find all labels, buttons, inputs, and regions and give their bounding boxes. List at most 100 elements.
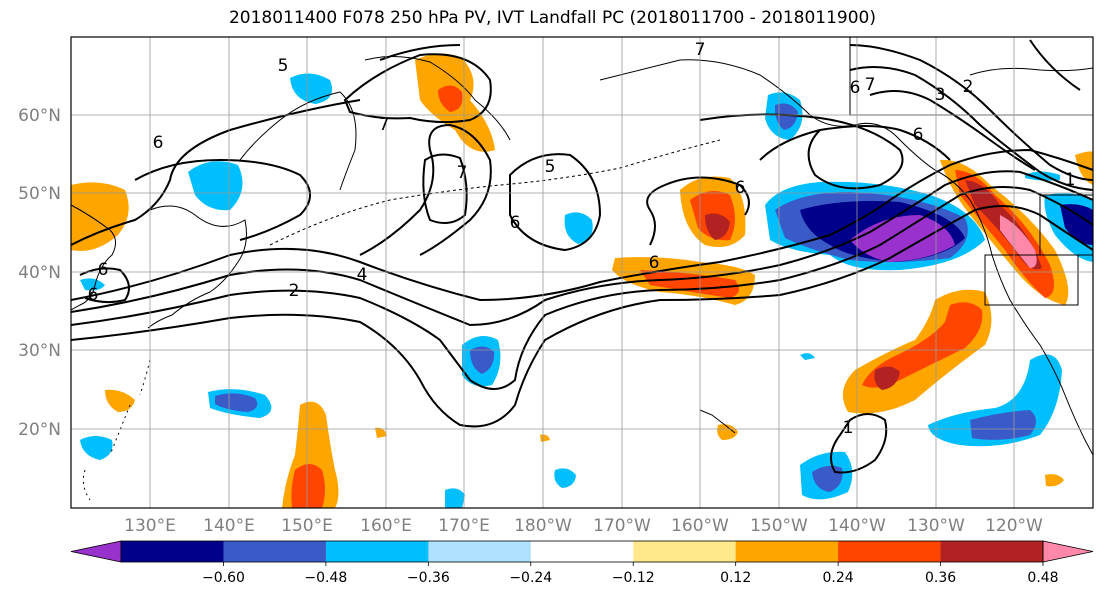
shaded-anomalies bbox=[71, 53, 1093, 508]
colorbar-tick-label: 0.36 bbox=[925, 570, 956, 586]
longitude-label: 150°W bbox=[750, 516, 808, 536]
colorbar bbox=[70, 540, 1094, 563]
contour-label: 1 bbox=[843, 418, 854, 438]
pos-anomaly-region bbox=[705, 213, 730, 240]
pos-anomaly-region bbox=[1045, 474, 1064, 487]
pos-anomaly-region bbox=[291, 464, 325, 508]
pos-anomaly-region bbox=[874, 366, 900, 390]
latitude-label: 30°N bbox=[18, 341, 61, 361]
neg-anomaly-region bbox=[774, 103, 798, 130]
contour-line bbox=[71, 148, 1093, 302]
contour-line bbox=[849, 44, 1093, 181]
contour-label: 5 bbox=[278, 56, 289, 76]
coastline-siberia bbox=[239, 91, 357, 191]
coastlines bbox=[71, 55, 1093, 501]
pv-contours bbox=[71, 39, 1093, 474]
colorbar-segment bbox=[940, 541, 1044, 562]
coastline-north-america bbox=[934, 169, 1093, 456]
pos-anomaly-region bbox=[105, 389, 135, 412]
longitude-label: 130°W bbox=[907, 516, 965, 536]
contour-label: 4 bbox=[357, 265, 368, 285]
colorbar-tick-label: 0.12 bbox=[720, 570, 751, 586]
neg-anomaly-region bbox=[80, 436, 113, 460]
pos-anomaly-region bbox=[862, 302, 983, 388]
latitude-label: 40°N bbox=[18, 263, 61, 283]
contour-label: 6 bbox=[913, 125, 924, 145]
contour-label: 5 bbox=[545, 157, 556, 177]
pos-anomaly-region bbox=[438, 85, 463, 112]
contour-line bbox=[343, 53, 492, 124]
latitude-label: 20°N bbox=[18, 420, 61, 440]
colorbar-tick-label: −0.60 bbox=[202, 570, 245, 586]
colorbar-tick-label: 0.48 bbox=[1027, 570, 1058, 586]
coastline-korea-japan bbox=[147, 205, 247, 329]
pos-anomaly-region bbox=[71, 182, 129, 251]
colorbar-segment bbox=[121, 541, 224, 562]
neg-anomaly-region bbox=[470, 346, 495, 374]
colorbar-segment bbox=[325, 541, 429, 562]
contour-line bbox=[79, 267, 130, 304]
colorbar-frame bbox=[120, 540, 1044, 563]
longitude-label: 120°W bbox=[985, 516, 1043, 536]
neg-anomaly-region bbox=[564, 212, 593, 244]
contour-line bbox=[759, 125, 951, 161]
neg-anomaly-region bbox=[1060, 204, 1093, 245]
contour-label: 7 bbox=[695, 40, 706, 60]
coastline-alaska bbox=[599, 59, 936, 171]
contour-label: 7 bbox=[865, 75, 876, 95]
contour-label: 6 bbox=[510, 213, 521, 233]
contour-line bbox=[359, 123, 492, 256]
colorbar-tick-label: −0.48 bbox=[304, 570, 347, 586]
contour-line bbox=[1029, 39, 1081, 91]
coastline-islands bbox=[82, 359, 151, 501]
contour-line bbox=[71, 186, 1093, 390]
map-title: 2018011400 F078 250 hPa PV, IVT Landfall… bbox=[228, 8, 876, 28]
latitude-label: 50°N bbox=[18, 184, 61, 204]
contour-label: 6 bbox=[88, 285, 99, 305]
pos-anomaly-region bbox=[717, 424, 738, 440]
contour-label: 6 bbox=[98, 260, 109, 280]
contour-line bbox=[379, 44, 461, 61]
contour-line bbox=[71, 170, 1093, 327]
colorbar-segment bbox=[633, 541, 737, 562]
contour-label: 1 bbox=[1065, 170, 1076, 190]
colorbar-segment bbox=[530, 541, 634, 562]
colorbar-extend-min bbox=[70, 540, 122, 563]
colorbar-tick-label: 0.24 bbox=[823, 570, 854, 586]
pos-anomaly-region bbox=[1075, 151, 1093, 185]
longitude-label: 180°W bbox=[514, 516, 572, 536]
neg-anomaly-region bbox=[554, 468, 576, 488]
contour-label: 2 bbox=[289, 281, 300, 301]
contour-label: 3 bbox=[935, 85, 946, 105]
contour-label: 6 bbox=[850, 78, 861, 98]
longitude-label: 160°E bbox=[360, 516, 412, 536]
colorbar-extend-max bbox=[1042, 540, 1094, 563]
contour-label: 6 bbox=[649, 253, 660, 273]
longitude-label: 170°W bbox=[593, 516, 651, 536]
contour-line bbox=[830, 413, 888, 474]
longitude-label: 140°E bbox=[203, 516, 255, 536]
neg-anomaly-region bbox=[290, 73, 333, 104]
longitude-label: 140°W bbox=[828, 516, 886, 536]
colorbar-tick-label: −0.24 bbox=[509, 570, 552, 586]
longitude-label: 130°E bbox=[124, 516, 176, 536]
longitude-label: 160°W bbox=[671, 516, 729, 536]
contour-line bbox=[422, 153, 468, 225]
longitude-labels: 130°E 140°E 150°E 160°E 170°E 180°W 170°W 160°W… bbox=[124, 516, 1043, 536]
contour-label: 2 bbox=[963, 77, 974, 97]
colorbar-tick-label: −0.12 bbox=[612, 570, 655, 586]
colorbar-segment bbox=[838, 541, 942, 562]
contour-line bbox=[71, 205, 1093, 428]
contour-label: 6 bbox=[153, 133, 164, 153]
latitude-labels: 60°N 50°N 40°N 30°N 20°N bbox=[18, 106, 61, 440]
neg-anomaly-region bbox=[800, 353, 815, 360]
neg-anomaly-region bbox=[215, 393, 258, 412]
landfall-box bbox=[984, 254, 1079, 306]
coastline-canada bbox=[969, 67, 1093, 76]
contour-line bbox=[134, 158, 311, 241]
latitude-label: 60°N bbox=[18, 106, 61, 126]
pos-anomaly-region bbox=[640, 270, 739, 298]
colorbar-ticks: −0.60 −0.48 −0.36 −0.24 −0.12 0.12 0.24 0.36 0.4… bbox=[202, 562, 1059, 586]
